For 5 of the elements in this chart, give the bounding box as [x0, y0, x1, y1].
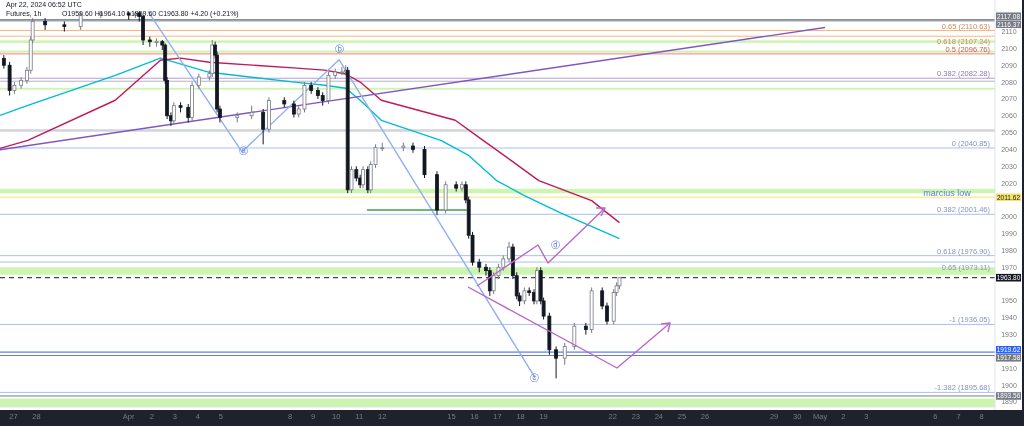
- annotation: marcius low: [923, 188, 972, 199]
- annotation: ⓐ: [239, 146, 249, 157]
- annotation: ⓓ: [550, 240, 560, 251]
- annotation: ⓒ: [530, 372, 540, 383]
- annotation: ⓑ: [334, 43, 344, 54]
